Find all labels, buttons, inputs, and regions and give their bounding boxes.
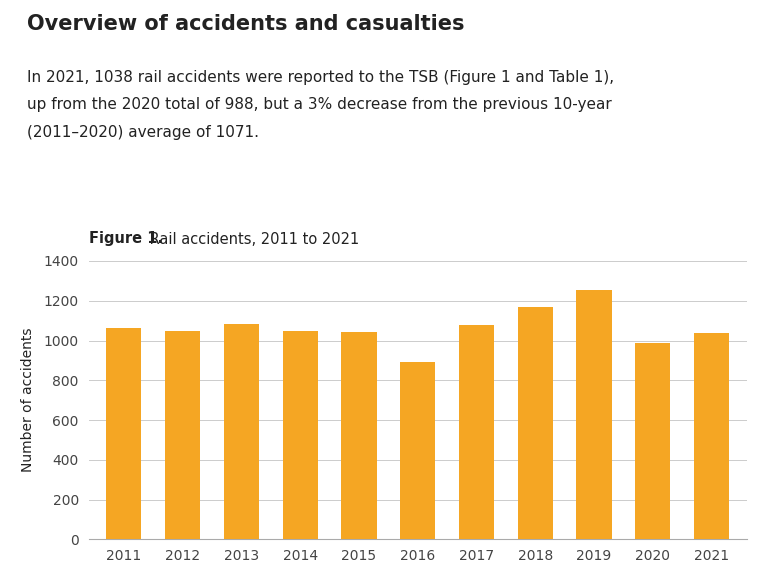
Bar <box>400 362 435 539</box>
Bar <box>577 290 611 539</box>
Text: Figure 1.: Figure 1. <box>89 231 162 246</box>
Bar <box>165 331 200 539</box>
Text: Overview of accidents and casualties: Overview of accidents and casualties <box>27 14 464 34</box>
Bar <box>224 324 259 539</box>
Bar <box>283 331 318 539</box>
Text: (2011–2020) average of 1071.: (2011–2020) average of 1071. <box>27 125 259 140</box>
Bar <box>459 325 494 539</box>
Bar <box>635 343 671 539</box>
Bar <box>106 328 142 539</box>
Bar <box>517 307 553 539</box>
Bar <box>341 332 377 539</box>
Text: Rail accidents, 2011 to 2021: Rail accidents, 2011 to 2021 <box>145 231 359 246</box>
Bar <box>694 333 729 539</box>
Y-axis label: Number of accidents: Number of accidents <box>22 328 35 473</box>
Text: In 2021, 1038 rail accidents were reported to the TSB (Figure 1 and Table 1),: In 2021, 1038 rail accidents were report… <box>27 70 614 85</box>
Text: up from the 2020 total of 988, but a 3% decrease from the previous 10-year: up from the 2020 total of 988, but a 3% … <box>27 97 611 113</box>
